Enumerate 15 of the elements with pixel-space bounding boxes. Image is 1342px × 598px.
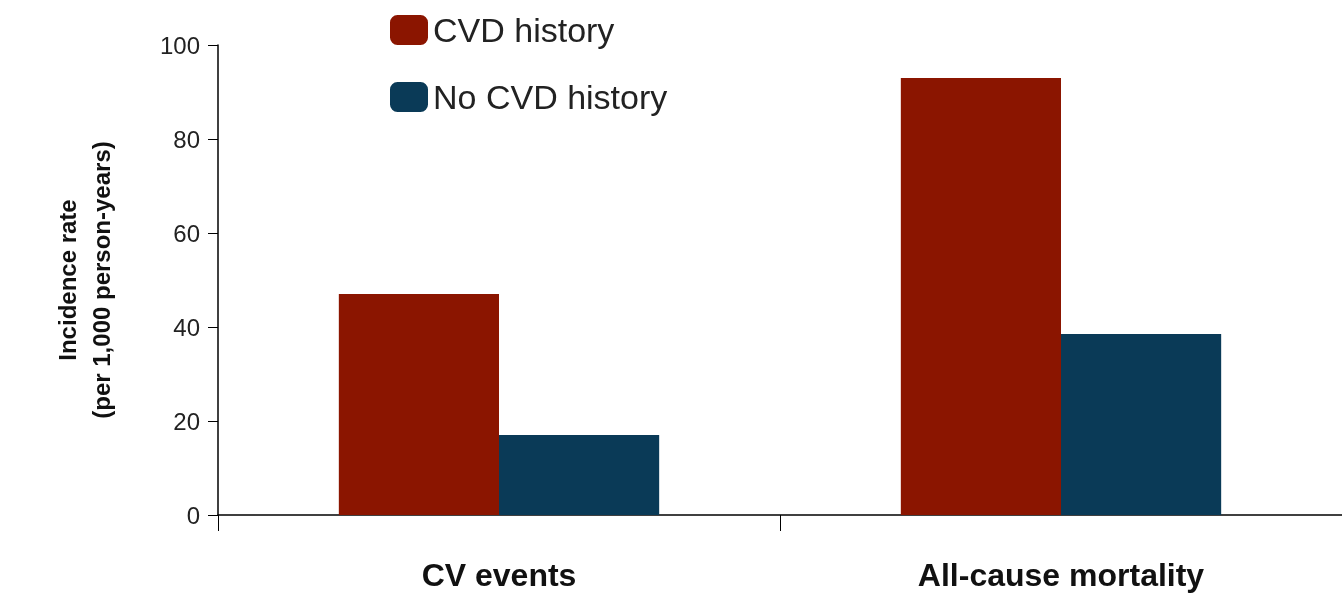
bar [338,294,499,515]
bar [1061,334,1222,515]
legend-label: CVD history [433,11,615,49]
bar [900,77,1061,515]
y-tick-label: 60 [173,219,200,247]
x-tick-label: All-cause mortality [917,557,1205,593]
legend-label: No CVD history [433,78,668,116]
y-tick-label: 0 [186,501,200,529]
y-tick-label: 20 [173,407,200,435]
y-tick-label: 80 [173,125,200,153]
bar [499,435,660,515]
y-axis-title: Incidence rate (per 1,000 person-years) [53,141,115,419]
y-tick-label: 100 [159,31,200,59]
x-tick-label: CV events [421,557,577,593]
y-tick-label: 40 [173,313,200,341]
